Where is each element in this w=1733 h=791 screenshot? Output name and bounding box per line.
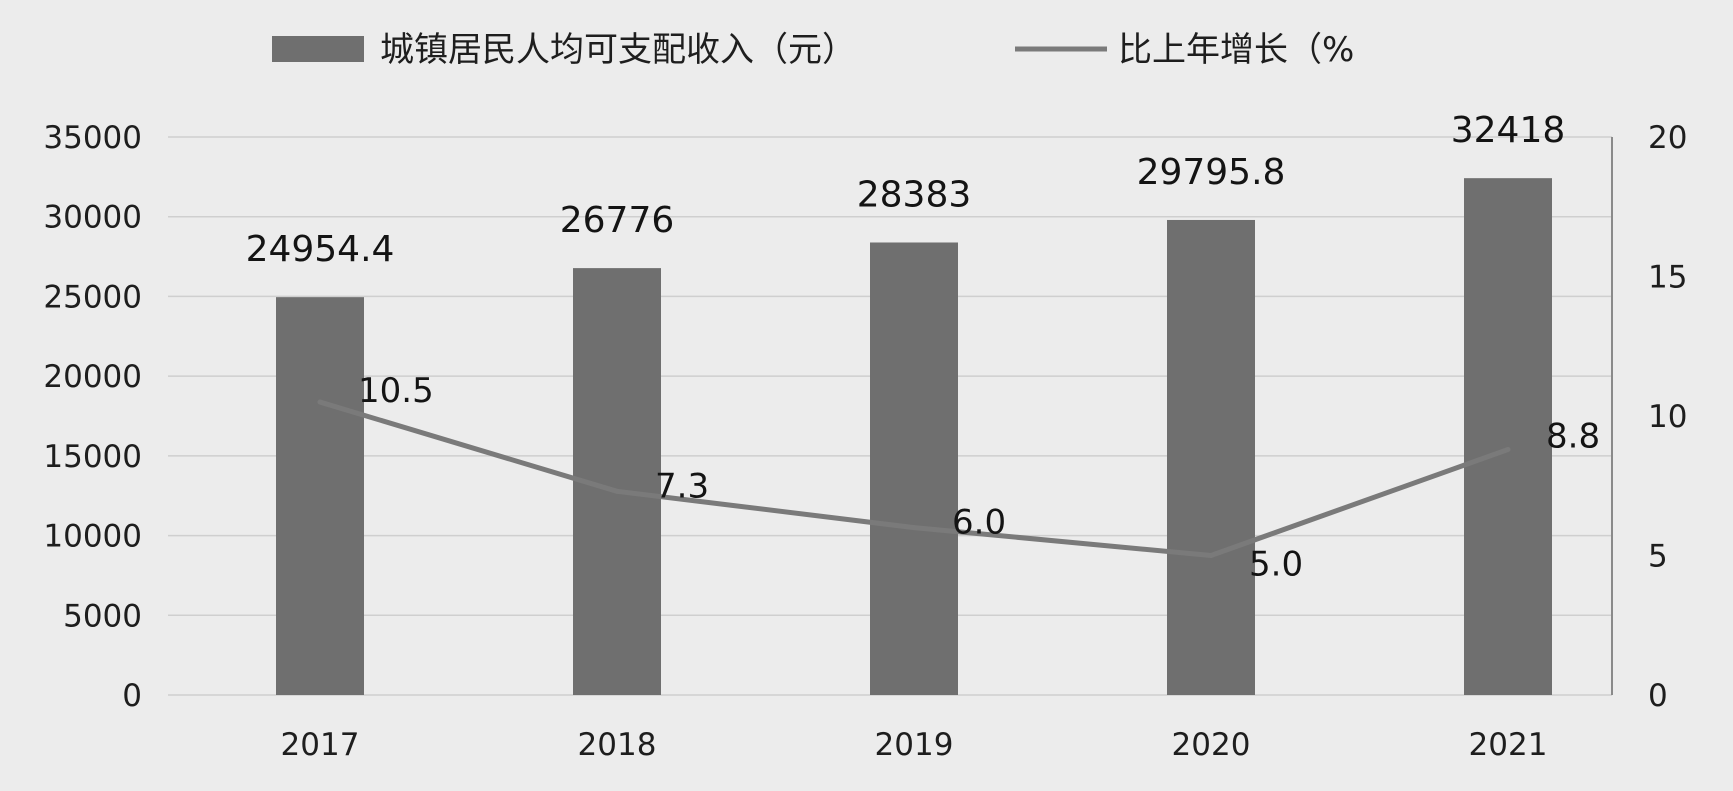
growth-value-label: 10.5 — [358, 371, 434, 411]
growth-point — [614, 488, 620, 494]
y-axis-left-ticks: 0 5000 10000 15000 20000 25000 30000 35000 — [43, 120, 142, 714]
growth-point — [317, 399, 323, 405]
x-tick-label: 2018 — [578, 727, 657, 763]
bar-2020 — [1167, 219, 1255, 695]
y-left-tick-label: 10000 — [43, 519, 142, 555]
growth-line-series — [317, 399, 1511, 558]
y-axis-right-ticks: 0 5 10 15 20 — [1648, 120, 1687, 714]
legend-label-growth: 比上年增长（% — [1118, 30, 1354, 70]
bar-2021 — [1464, 178, 1552, 696]
x-tick-label: 2021 — [1469, 727, 1548, 763]
legend: 城镇居民人均可支配收入（元） 比上年增长（% — [272, 30, 1354, 70]
growth-point — [911, 525, 917, 531]
x-tick-label: 2017 — [281, 727, 360, 763]
growth-value-label: 8.8 — [1546, 416, 1600, 456]
x-axis-ticks: 2017 2018 2019 2020 2021 — [281, 727, 1548, 763]
bars — [276, 178, 1552, 696]
y-right-tick-label: 10 — [1648, 399, 1687, 435]
y-right-tick-label: 15 — [1648, 260, 1687, 296]
bar-value-labels: 24954.4 26776 28383 29795.8 32418 — [246, 110, 1566, 270]
growth-value-labels: 10.5 7.3 6.0 5.0 8.8 — [358, 371, 1600, 584]
y-right-tick-label: 0 — [1648, 678, 1668, 714]
growth-point — [1208, 553, 1214, 558]
bar-value-label: 32418 — [1451, 110, 1566, 151]
y-left-tick-label: 5000 — [63, 598, 142, 634]
growth-value-label: 7.3 — [655, 466, 709, 506]
y-left-tick-label: 15000 — [43, 439, 142, 475]
x-tick-label: 2020 — [1172, 727, 1251, 763]
y-right-tick-label: 5 — [1648, 539, 1668, 575]
bar-value-label: 24954.4 — [246, 229, 395, 270]
y-left-tick-label: 20000 — [43, 359, 142, 395]
growth-value-label: 5.0 — [1249, 545, 1303, 585]
bar-value-label: 28383 — [857, 174, 972, 215]
x-tick-label: 2019 — [875, 727, 954, 763]
y-left-tick-label: 35000 — [43, 120, 142, 156]
y-left-tick-label: 0 — [122, 678, 142, 714]
bar-2019 — [870, 242, 958, 695]
legend-label-income: 城镇居民人均可支配收入（元） — [380, 30, 856, 70]
bar-2017 — [276, 297, 364, 695]
y-left-tick-label: 30000 — [43, 200, 142, 236]
bar-value-label: 29795.8 — [1137, 152, 1286, 193]
y-left-tick-label: 25000 — [43, 279, 142, 315]
growth-point — [1505, 446, 1511, 452]
legend-swatch-income — [272, 36, 364, 62]
growth-value-label: 6.0 — [952, 503, 1006, 543]
y-right-tick-label: 20 — [1648, 120, 1687, 156]
bar-value-label: 26776 — [560, 200, 675, 241]
